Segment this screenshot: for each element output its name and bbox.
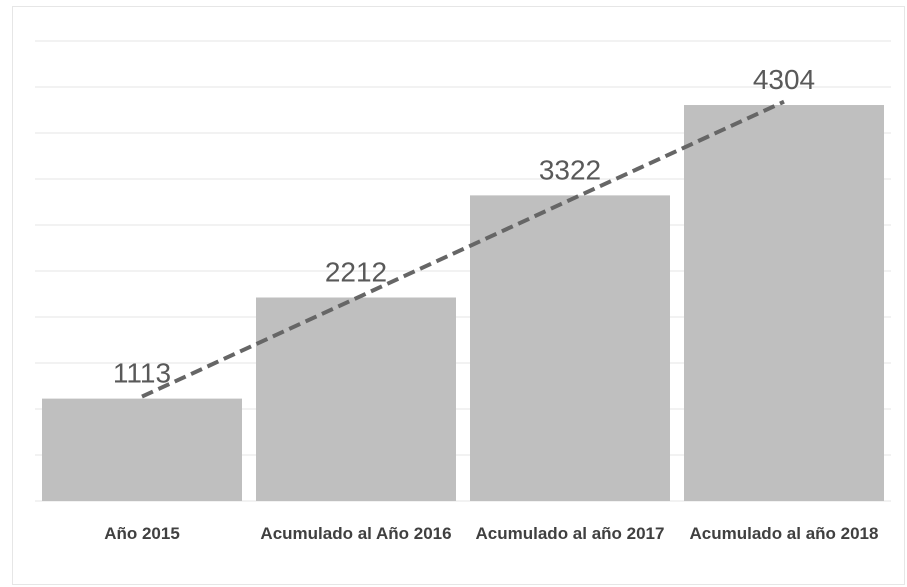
- bar: [256, 297, 456, 501]
- value-label: 2212: [325, 256, 387, 287]
- x-tick-label: Acumulado al año 2018: [689, 524, 879, 543]
- value-label: 1113: [113, 358, 171, 389]
- x-tick-label: Acumulado al Año 2016: [260, 524, 452, 543]
- bar: [684, 105, 884, 502]
- chart-frame: [12, 6, 905, 585]
- value-label: 3322: [539, 154, 601, 185]
- bar: [42, 398, 242, 501]
- bar: [470, 195, 670, 501]
- value-label: 4304: [753, 64, 815, 95]
- x-tick-label: Año 2015: [104, 524, 180, 543]
- x-tick-label: Acumulado al año 2017: [475, 524, 665, 543]
- trend-line: [141, 99, 785, 399]
